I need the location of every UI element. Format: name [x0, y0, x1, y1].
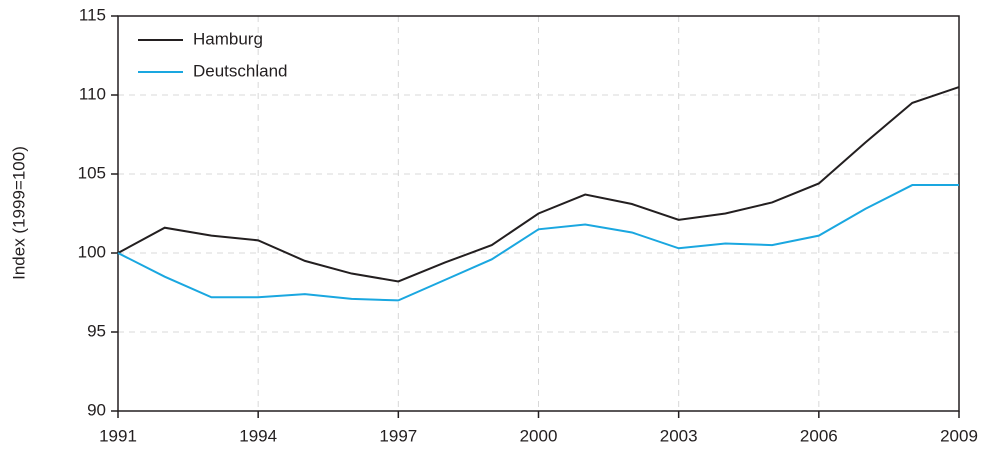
x-tick-label: 1991 — [99, 426, 137, 445]
x-tick-label: 2009 — [940, 426, 978, 445]
y-tick-label: 105 — [78, 163, 106, 182]
plot-frame — [117, 15, 960, 412]
y-tick-label: 100 — [78, 242, 106, 261]
y-tick-label: 90 — [87, 400, 106, 419]
line — [117, 86, 960, 283]
y-tick-label: 110 — [79, 84, 106, 103]
x-tick-label: 2000 — [520, 426, 558, 445]
legend-label: Hamburg — [193, 29, 263, 48]
y-axis-label: Index (1999=100) — [9, 146, 28, 280]
y-tick-label: 95 — [87, 321, 106, 340]
x-tick-label: 1994 — [239, 426, 277, 445]
x-tick-label: 2003 — [660, 426, 698, 445]
x-tick-label: 2006 — [800, 426, 838, 445]
y-tick-label: 115 — [79, 5, 106, 24]
x-tick-label: 1997 — [379, 426, 417, 445]
line — [117, 184, 959, 302]
legend-label: Deutschland — [193, 61, 288, 80]
